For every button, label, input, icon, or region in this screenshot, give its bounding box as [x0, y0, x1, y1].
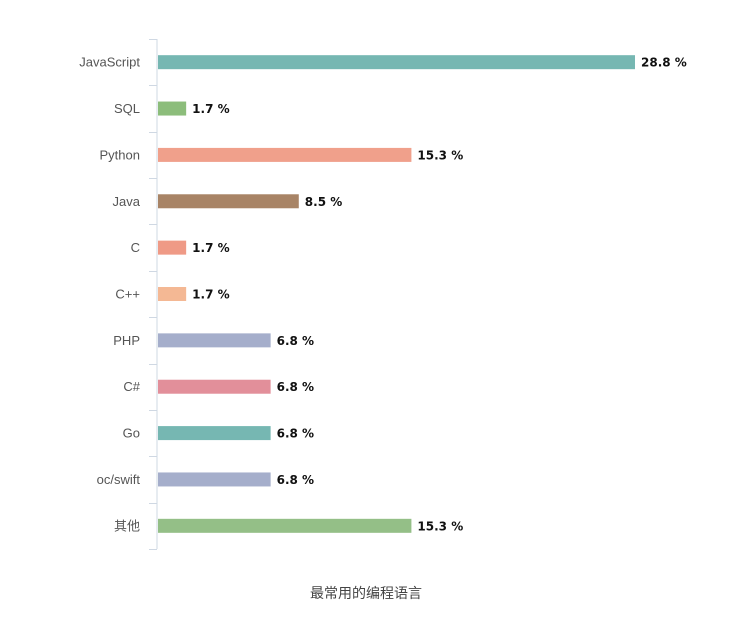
data-label: 6.8 %: [277, 380, 314, 394]
bar: [158, 333, 271, 348]
bar: [158, 194, 299, 209]
bar: [158, 426, 271, 441]
data-label: 1.7 %: [192, 241, 229, 255]
bar: [158, 518, 412, 533]
data-label: 28.8 %: [641, 56, 687, 70]
data-label: 1.7 %: [192, 288, 229, 302]
data-label: 8.5 %: [305, 195, 342, 209]
labels: JavaScript 28.8 % SQL 1.7 % Python 15.3 % Java…: [79, 55, 687, 534]
bar: [158, 287, 187, 301]
category-label: 其他: [114, 518, 140, 533]
data-label: 6.8 %: [277, 427, 314, 441]
data-label: 15.3 %: [417, 148, 463, 162]
category-axis: [149, 39, 158, 550]
data-label: 6.8 %: [277, 334, 314, 348]
bar: [158, 240, 187, 255]
bar: [158, 147, 412, 162]
bars: [158, 55, 635, 533]
category-label: C#: [123, 379, 140, 394]
category-label: Java: [113, 194, 141, 209]
category-label: PHP: [113, 333, 140, 348]
category-label: C++: [115, 287, 140, 302]
bar: [158, 379, 271, 394]
data-label: 6.8 %: [277, 473, 314, 487]
category-label: oc/swift: [97, 472, 141, 487]
bar: [158, 101, 187, 116]
category-label: SQL: [114, 101, 140, 116]
bar: [158, 55, 635, 70]
data-label: 1.7 %: [192, 102, 229, 116]
category-label: C: [131, 240, 140, 255]
category-label: JavaScript: [79, 55, 140, 70]
category-label: Go: [123, 426, 140, 441]
chart-caption: 最常用的编程语言: [310, 586, 422, 602]
bar: [158, 472, 271, 487]
data-label: 15.3 %: [417, 519, 463, 533]
category-label: Python: [100, 147, 140, 162]
